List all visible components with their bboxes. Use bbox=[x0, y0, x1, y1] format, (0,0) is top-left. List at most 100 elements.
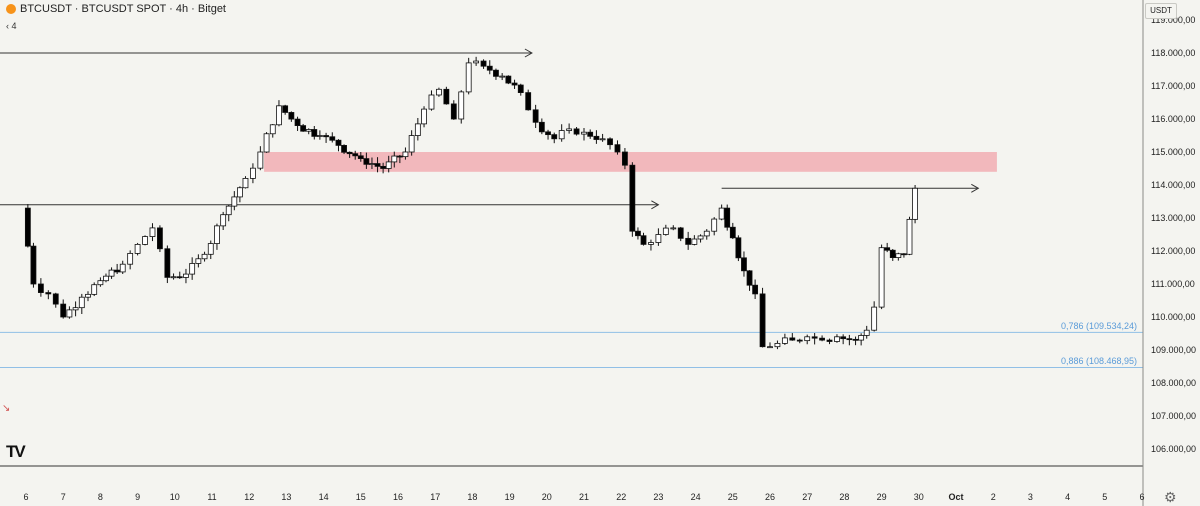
candle-body[interactable] bbox=[408, 135, 415, 153]
candle-body[interactable] bbox=[746, 270, 753, 286]
candle-body[interactable] bbox=[685, 237, 692, 245]
candle-body[interactable] bbox=[718, 207, 725, 220]
candle-body[interactable] bbox=[300, 125, 307, 132]
candle-body[interactable] bbox=[369, 163, 375, 165]
candle-body[interactable] bbox=[895, 253, 902, 258]
candle-body[interactable] bbox=[767, 346, 773, 349]
candle-body[interactable] bbox=[276, 105, 282, 126]
candle-body[interactable] bbox=[30, 245, 37, 285]
candle-body[interactable] bbox=[250, 167, 256, 179]
candle-body[interactable] bbox=[691, 238, 698, 245]
candle-body[interactable] bbox=[846, 338, 853, 341]
candle-body[interactable] bbox=[538, 121, 545, 133]
candle-body[interactable] bbox=[677, 227, 684, 239]
candle-body[interactable] bbox=[443, 88, 450, 105]
candle-body[interactable] bbox=[66, 309, 73, 318]
candle-body[interactable] bbox=[127, 253, 134, 265]
candle-body[interactable] bbox=[711, 218, 718, 232]
candle-body[interactable] bbox=[294, 118, 301, 127]
candle-body[interactable] bbox=[164, 248, 171, 278]
candle-body[interactable] bbox=[622, 151, 628, 166]
candle-body[interactable] bbox=[499, 75, 506, 78]
candle-body[interactable] bbox=[380, 165, 387, 169]
candle-body[interactable] bbox=[207, 243, 214, 255]
candle-body[interactable] bbox=[635, 230, 641, 237]
candle-body[interactable] bbox=[566, 128, 573, 131]
candle-body[interactable] bbox=[195, 258, 202, 264]
candle-body[interactable] bbox=[878, 247, 885, 308]
candle-body[interactable] bbox=[329, 136, 336, 141]
candle-body[interactable] bbox=[640, 235, 647, 245]
candle-body[interactable] bbox=[103, 275, 109, 282]
candle-body[interactable] bbox=[804, 336, 811, 342]
candle-body[interactable] bbox=[149, 227, 156, 237]
candle-body[interactable] bbox=[587, 131, 594, 137]
candle-body[interactable] bbox=[78, 296, 85, 309]
candle-body[interactable] bbox=[789, 337, 796, 341]
candle-body[interactable] bbox=[402, 151, 409, 158]
candle-body[interactable] bbox=[752, 284, 759, 295]
candle-body[interactable] bbox=[363, 158, 370, 165]
candle-body[interactable] bbox=[357, 155, 364, 159]
candle-body[interactable] bbox=[323, 135, 329, 138]
candle-body[interactable] bbox=[37, 283, 44, 293]
candle-body[interactable] bbox=[220, 214, 227, 227]
candle-body[interactable] bbox=[863, 329, 870, 336]
candle-body[interactable] bbox=[142, 236, 148, 245]
candle-body[interactable] bbox=[335, 139, 342, 146]
candle-body[interactable] bbox=[796, 339, 803, 342]
candle-body[interactable] bbox=[436, 88, 442, 96]
candle-body[interactable] bbox=[316, 135, 323, 137]
candle-body[interactable] bbox=[257, 151, 264, 169]
candle-body[interactable] bbox=[52, 293, 59, 305]
candle-body[interactable] bbox=[525, 92, 532, 111]
candle-body[interactable] bbox=[662, 227, 669, 235]
candle-body[interactable] bbox=[648, 242, 654, 245]
plot-area[interactable] bbox=[0, 0, 1143, 466]
candle-body[interactable] bbox=[517, 84, 524, 94]
supply-zone[interactable] bbox=[264, 152, 997, 172]
candle-body[interactable] bbox=[282, 105, 289, 113]
candle-body[interactable] bbox=[134, 243, 141, 254]
candle-body[interactable] bbox=[242, 177, 249, 189]
candle-body[interactable] bbox=[735, 237, 742, 259]
candle-body[interactable] bbox=[593, 135, 600, 140]
candle-body[interactable] bbox=[906, 218, 913, 255]
candle-body[interactable] bbox=[573, 128, 580, 135]
candle-body[interactable] bbox=[189, 263, 196, 275]
candle-body[interactable] bbox=[24, 207, 31, 247]
candle-body[interactable] bbox=[889, 249, 896, 258]
candle-body[interactable] bbox=[840, 336, 847, 340]
candle-body[interactable] bbox=[288, 112, 295, 120]
candle-body[interactable] bbox=[480, 60, 487, 67]
candle-body[interactable] bbox=[852, 338, 859, 341]
candle-body[interactable] bbox=[236, 187, 243, 198]
candle-body[interactable] bbox=[176, 276, 183, 279]
candle-body[interactable] bbox=[724, 207, 731, 228]
candle-body[interactable] bbox=[486, 65, 493, 71]
candle-body[interactable] bbox=[305, 129, 312, 132]
candle-body[interactable] bbox=[428, 94, 435, 110]
currency-button[interactable]: USDT bbox=[1145, 3, 1177, 19]
candle-body[interactable] bbox=[72, 307, 79, 311]
candle-body[interactable] bbox=[774, 342, 781, 348]
candle-body[interactable] bbox=[811, 336, 818, 339]
candle-body[interactable] bbox=[511, 82, 518, 86]
candle-body[interactable] bbox=[465, 62, 472, 93]
candle-body[interactable] bbox=[607, 138, 613, 146]
candle-body[interactable] bbox=[759, 293, 766, 348]
candle-body[interactable] bbox=[741, 257, 747, 272]
candle-body[interactable] bbox=[901, 253, 907, 256]
candle-body[interactable] bbox=[826, 339, 833, 342]
candle-body[interactable] bbox=[655, 234, 662, 243]
candle-body[interactable] bbox=[391, 155, 398, 163]
candle-body[interactable] bbox=[493, 69, 499, 77]
candle-body[interactable] bbox=[225, 205, 232, 216]
candle-body[interactable] bbox=[871, 306, 878, 331]
candle-body[interactable] bbox=[396, 155, 403, 158]
candle-body[interactable] bbox=[599, 138, 606, 141]
candle-body[interactable] bbox=[545, 131, 551, 136]
candle-body[interactable] bbox=[421, 108, 427, 125]
candle-body[interactable] bbox=[581, 131, 587, 135]
candle-body[interactable] bbox=[505, 75, 512, 84]
